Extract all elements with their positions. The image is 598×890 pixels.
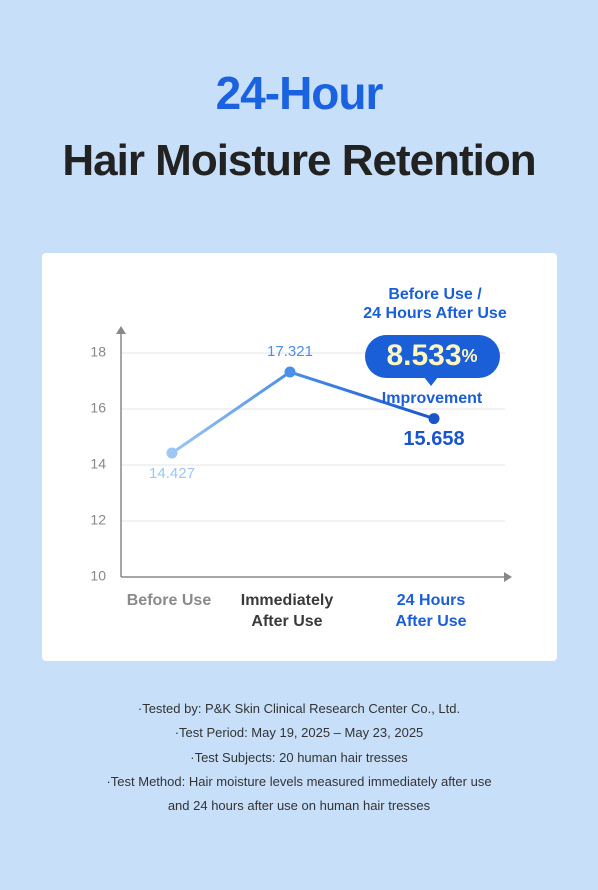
annotation-caption: Improvement (382, 390, 483, 407)
data-point (428, 413, 440, 425)
callout-bubble (365, 335, 500, 378)
improvement-value: 8.533 (386, 339, 461, 372)
x-tick-label: Immediately After Use (240, 592, 334, 630)
chart-card (42, 253, 557, 661)
y-tick-label: 10 (90, 568, 106, 584)
footnote: ·Test Subjects: 20 human hair tresses (190, 749, 408, 765)
data-line (171, 370, 435, 455)
footnote: ·Tested by: P&K Skin Clinical Research C… (137, 701, 461, 716)
value-label: 14.427 (149, 465, 195, 482)
value-label: 15.658 (403, 428, 464, 450)
value-label: 17.321 (267, 343, 313, 360)
title: Hair Moisture Retention (62, 136, 536, 185)
x-tick-label: 24 Hours After Use (395, 592, 467, 630)
y-tick-label: 16 (90, 400, 106, 416)
annotation-title: Before Use / (388, 286, 482, 303)
y-tick-label: 12 (90, 512, 106, 528)
data-point (166, 447, 178, 459)
improvement-unit: % (462, 346, 478, 366)
data-point (284, 366, 296, 378)
callout-tail (424, 377, 438, 386)
footnote: ·Test Method: Hair moisture levels measu… (106, 773, 492, 789)
x-tick-label: Before Use (126, 592, 212, 609)
annotation-title: 24 Hours After Use (363, 305, 507, 322)
footnote: and 24 hours after use on human hair tre… (167, 798, 431, 814)
title: 24-Hour (215, 67, 384, 119)
callout-value: 8.533% (386, 339, 477, 372)
x-arrow (504, 572, 512, 582)
y-tick-label: 18 (90, 344, 106, 360)
y-tick-label: 14 (90, 456, 106, 472)
footnote: ·Test Period: May 19, 2025 – May 23, 202… (174, 725, 424, 741)
y-arrow (116, 326, 126, 334)
